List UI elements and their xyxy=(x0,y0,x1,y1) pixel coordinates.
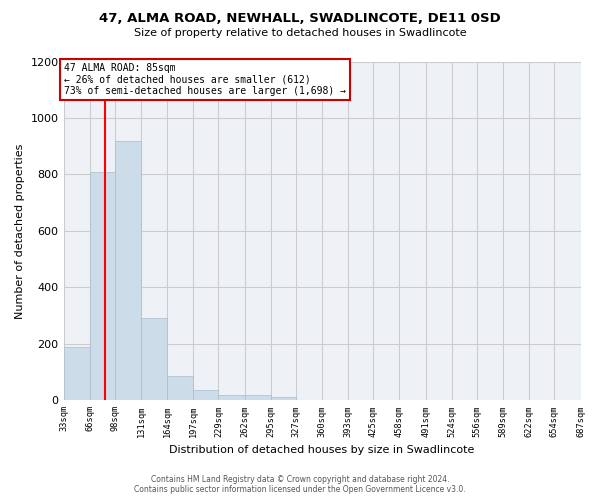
Text: Size of property relative to detached houses in Swadlincote: Size of property relative to detached ho… xyxy=(134,28,466,38)
Bar xyxy=(167,376,193,400)
Y-axis label: Number of detached properties: Number of detached properties xyxy=(15,143,25,318)
Bar xyxy=(89,172,115,400)
Bar xyxy=(141,318,167,400)
Text: 47, ALMA ROAD, NEWHALL, SWADLINCOTE, DE11 0SD: 47, ALMA ROAD, NEWHALL, SWADLINCOTE, DE1… xyxy=(99,12,501,26)
Text: 47 ALMA ROAD: 85sqm
← 26% of detached houses are smaller (612)
73% of semi-detac: 47 ALMA ROAD: 85sqm ← 26% of detached ho… xyxy=(64,63,346,96)
Bar xyxy=(193,390,218,400)
Bar xyxy=(245,395,271,400)
Text: Contains HM Land Registry data © Crown copyright and database right 2024.
Contai: Contains HM Land Registry data © Crown c… xyxy=(134,474,466,494)
Bar xyxy=(218,394,245,400)
Bar xyxy=(271,397,296,400)
X-axis label: Distribution of detached houses by size in Swadlincote: Distribution of detached houses by size … xyxy=(169,445,475,455)
Bar xyxy=(115,140,141,400)
Bar xyxy=(64,346,89,401)
